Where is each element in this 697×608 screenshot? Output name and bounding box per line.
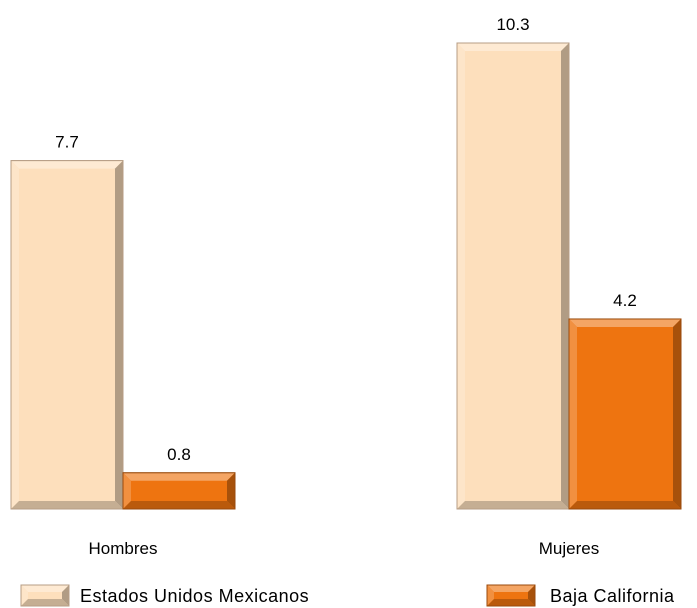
category-label-hombres: Hombres xyxy=(89,539,158,558)
value-label-mujeres-baja-california: 4.2 xyxy=(613,291,637,310)
legend-item-estados-unidos-mexicanos: Estados Unidos Mexicanos xyxy=(20,584,309,607)
bar-hombres-baja-california xyxy=(122,472,236,510)
value-label-mujeres-estados-unidos-mexicanos: 10.3 xyxy=(496,15,529,34)
value-label-hombres-estados-unidos-mexicanos: 7.7 xyxy=(55,133,79,152)
bar-mujeres-estados-unidos-mexicanos xyxy=(456,42,570,510)
category-label-mujeres: Mujeres xyxy=(539,539,599,558)
legend-label-estados-unidos-mexicanos: Estados Unidos Mexicanos xyxy=(80,586,309,606)
category-labels-layer: Hombres Mujeres xyxy=(89,539,600,558)
legend-swatch-baja-california xyxy=(486,584,536,607)
bars-layer xyxy=(10,42,682,510)
legend-swatch-estados-unidos-mexicanos xyxy=(20,584,70,607)
legend-item-baja-california: Baja California xyxy=(486,584,675,607)
bar-mujeres-baja-california xyxy=(568,318,682,510)
legend: Estados Unidos Mexicanos Baja California xyxy=(20,584,675,607)
legend-label-baja-california: Baja California xyxy=(550,586,675,606)
value-label-hombres-baja-california: 0.8 xyxy=(167,445,191,464)
value-labels-layer: 7.7 0.8 10.3 4.2 xyxy=(55,15,637,464)
bar-hombres-estados-unidos-mexicanos xyxy=(10,160,124,510)
